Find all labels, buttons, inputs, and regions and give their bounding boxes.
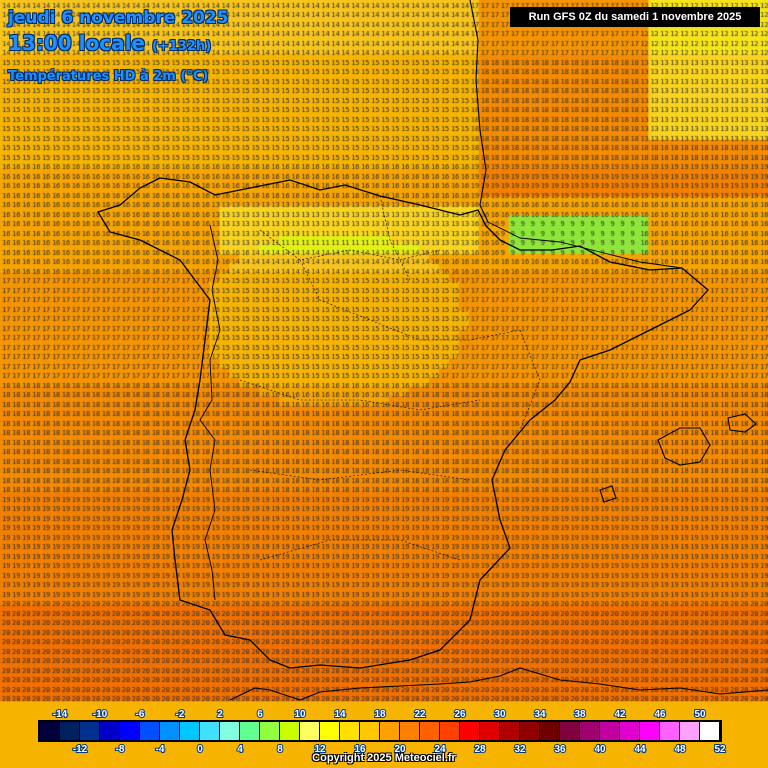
legend-label-bottom: -4 — [156, 744, 165, 755]
france-coastline — [469, 0, 489, 223]
legend-swatch — [520, 722, 539, 740]
legend-label-bottom: 28 — [474, 744, 486, 755]
iberia-coastline — [97, 177, 709, 669]
legend-label-top: -6 — [136, 709, 145, 720]
legend-swatch — [500, 722, 519, 740]
legend-swatch — [640, 722, 659, 740]
legend-swatch — [580, 722, 599, 740]
legend-swatch — [560, 722, 579, 740]
legend-swatch — [80, 722, 99, 740]
color-legend: -14 -10 -6 -2 2 6 10 14 18 22 26 30 34 38 42 46 50-12 -8-… — [38, 708, 727, 756]
legend-swatch — [400, 722, 419, 740]
legend-swatch — [320, 722, 339, 740]
legend-swatch — [440, 722, 459, 740]
legend-swatch — [240, 722, 259, 740]
legend-swatch — [620, 722, 639, 740]
legend-label-top: -2 — [176, 709, 185, 720]
local-time: 13:00 locale — [8, 31, 145, 55]
legend-label-bottom: 12 — [314, 744, 326, 755]
legend-label-top: 10 — [294, 709, 306, 720]
legend-swatch — [480, 722, 499, 740]
lead-time: (+132h) — [151, 39, 212, 54]
legend-label-bottom: -12 — [73, 744, 88, 755]
legend-label-top: 22 — [414, 709, 426, 720]
legend-swatch — [60, 722, 79, 740]
legend-label-bottom: 40 — [594, 744, 606, 755]
legend-swatch — [120, 722, 139, 740]
legend-swatch — [300, 722, 319, 740]
legend-label-bottom: 52 — [714, 744, 726, 755]
legend-label-bottom: 8 — [277, 744, 283, 755]
legend-swatch — [200, 722, 219, 740]
legend-label-top: 6 — [257, 709, 263, 720]
legend-label-top: 30 — [494, 709, 506, 720]
legend-label-top: 14 — [334, 709, 346, 720]
run-info-badge: Run GFS 0Z du samedi 1 novembre 2025 — [510, 7, 760, 27]
legend-label-bottom: 20 — [394, 744, 406, 755]
legend-swatch — [160, 722, 179, 740]
legend-label-top: 26 — [454, 709, 466, 720]
legend-swatch — [220, 722, 239, 740]
legend-swatch — [700, 722, 719, 740]
legend-swatch — [540, 722, 559, 740]
forecast-time: 13:00 locale (+132h) — [8, 31, 211, 55]
legend-label-top: -14 — [53, 709, 68, 720]
legend-label-top: 46 — [654, 709, 666, 720]
ibiza — [599, 485, 617, 503]
legend-label-top: 42 — [614, 709, 626, 720]
portugal-border — [199, 224, 221, 601]
legend-label-bottom: 48 — [674, 744, 686, 755]
legend-label-top: 38 — [574, 709, 586, 720]
legend-swatch — [180, 722, 199, 740]
legend-swatch — [600, 722, 619, 740]
legend-label-bottom: 44 — [634, 744, 646, 755]
copyright: Copyright 2025 Meteociel.fr — [312, 752, 456, 764]
legend-swatch — [360, 722, 379, 740]
legend-swatch — [340, 722, 359, 740]
parameter-title: Températures HD à 2m (°C) — [8, 69, 209, 84]
legend-label-top: -10 — [93, 709, 108, 720]
legend-label-bottom: 36 — [554, 744, 566, 755]
legend-swatch — [100, 722, 119, 740]
legend-swatch — [40, 722, 59, 740]
legend-label-top: 50 — [694, 709, 706, 720]
legend-label-top: 2 — [217, 709, 223, 720]
forecast-date: jeudi 6 novembre 2025 — [8, 8, 229, 28]
regional-borders — [239, 195, 541, 561]
legend-label-bottom: 24 — [434, 744, 446, 755]
legend-label-bottom: -8 — [116, 744, 125, 755]
legend-swatch — [280, 722, 299, 740]
legend-swatch — [680, 722, 699, 740]
legend-swatch — [660, 722, 679, 740]
legend-label-bottom: 32 — [514, 744, 526, 755]
menorca — [727, 413, 757, 433]
legend-swatch — [140, 722, 159, 740]
legend-label-top: 34 — [534, 709, 546, 720]
legend-label-top: 18 — [374, 709, 386, 720]
africa-coastline — [229, 667, 768, 701]
mallorca — [657, 427, 711, 466]
legend-label-bottom: 16 — [354, 744, 366, 755]
legend-swatch — [380, 722, 399, 740]
legend-swatch — [260, 722, 279, 740]
pyrenees-border — [487, 221, 683, 269]
legend-label-bottom: 0 — [197, 744, 203, 755]
legend-label-bottom: 4 — [237, 744, 243, 755]
legend-swatch — [460, 722, 479, 740]
legend-swatch — [420, 722, 439, 740]
